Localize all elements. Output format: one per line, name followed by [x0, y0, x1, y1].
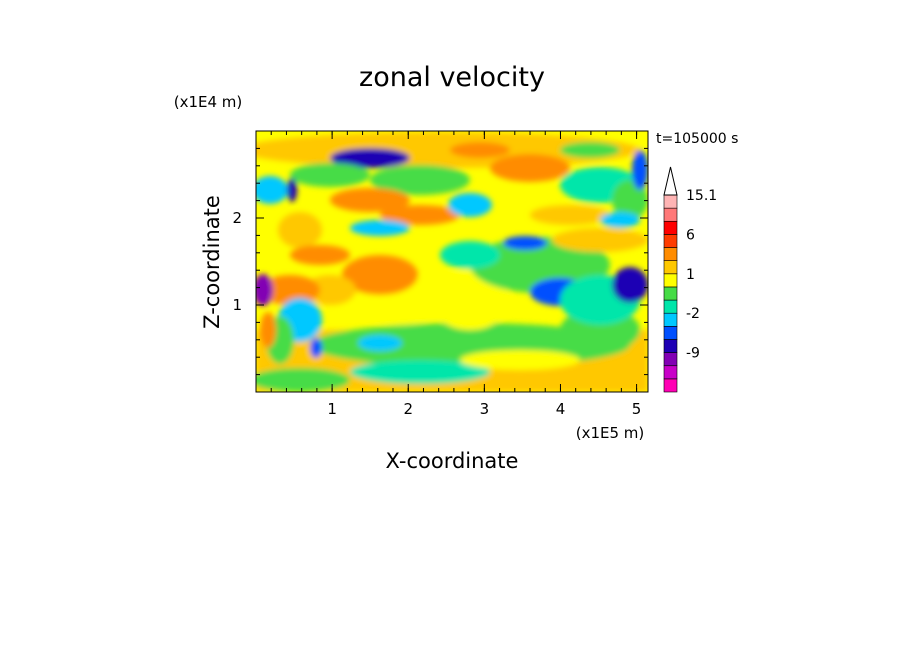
colorbar-bin [663, 220, 678, 235]
y-axis-label: Z-coordinate [200, 195, 224, 329]
x-axis-label: X-coordinate [386, 449, 519, 473]
colorbar-bin [663, 326, 678, 340]
colorbar-label: 15.1 [686, 188, 717, 204]
colorbar-bin [663, 365, 678, 380]
plot-frame [255, 130, 649, 393]
colorbar-bin [663, 339, 678, 353]
velocity-field [256, 131, 648, 392]
x-tick-label: 3 [480, 400, 490, 418]
y-tick-label: 1 [232, 296, 242, 314]
colorbar-bin [663, 194, 678, 209]
colorbar-label: 1 [686, 267, 695, 283]
x-tick-label: 5 [632, 400, 642, 418]
colorbar-bin [663, 299, 678, 314]
colorbar-label: 6 [686, 227, 695, 243]
y-axis-unit: (x1E4 m) [174, 93, 243, 111]
chart-title: zonal velocity [359, 62, 545, 93]
time-label: t=105000 s [656, 131, 738, 147]
colorbar-bin [663, 378, 678, 393]
colorbar-bin [663, 234, 678, 248]
colorbar-bin [663, 247, 678, 261]
colorbar-bin [663, 207, 678, 222]
colorbar-bin [663, 312, 678, 327]
colorbar-overflow-arrow [663, 166, 678, 196]
y-tick-label: 2 [232, 209, 242, 227]
colorbar-label: -2 [686, 306, 700, 322]
x-tick-label: 2 [403, 400, 413, 418]
x-tick-label: 1 [327, 400, 337, 418]
colorbar-bin [663, 286, 678, 301]
colorbar-bin [663, 352, 678, 367]
x-axis-ticks: 1 2 3 4 5 [270, 131, 642, 418]
y-axis-ticks: 12 [232, 147, 648, 376]
colorbar-bin [663, 273, 678, 288]
colorbar-bin [663, 260, 678, 275]
colorbar: 15.1 6 1 -2 -9 [663, 166, 717, 393]
colorbar-label: -9 [686, 346, 700, 362]
x-tick-label: 4 [556, 400, 566, 418]
x-axis-unit: (x1E5 m) [576, 424, 645, 442]
